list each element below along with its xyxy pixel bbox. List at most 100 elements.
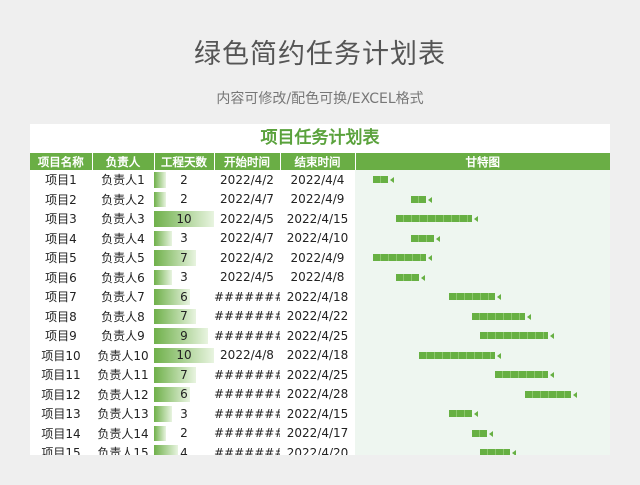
cell-start-date[interactable]: 2022/4/7 — [220, 231, 274, 246]
header-gantt[interactable]: 甘特图 — [355, 153, 610, 170]
cell-start-date[interactable]: 2022/4/2 — [220, 172, 274, 187]
gantt-bar-end-marker — [550, 372, 554, 378]
cell-gantt — [355, 326, 610, 346]
cell-start-date[interactable]: ######## — [214, 309, 280, 324]
cell-project-name[interactable]: 项目4 — [45, 231, 77, 246]
cell-start-date[interactable]: ######## — [214, 289, 280, 304]
cell-end-date[interactable]: 2022/4/15 — [286, 406, 349, 421]
cell-owner[interactable]: 负责人1 — [101, 173, 145, 188]
cell-start-date[interactable]: 2022/4/2 — [220, 250, 274, 265]
cell-end-date[interactable]: 2022/4/25 — [286, 328, 349, 343]
cell-project-name[interactable]: 项目5 — [45, 251, 77, 266]
header-owner[interactable]: 负责人 — [92, 153, 155, 170]
cell-owner[interactable]: 负责人11 — [97, 368, 149, 383]
cell-start-date[interactable]: 2022/4/5 — [220, 270, 274, 285]
cell-owner[interactable]: 负责人15 — [97, 446, 149, 455]
cell-owner[interactable]: 负责人10 — [97, 348, 149, 363]
cell-days[interactable]: 6 — [154, 385, 214, 405]
cell-days[interactable]: 7 — [154, 307, 214, 327]
cell-gantt — [355, 306, 610, 326]
gantt-bar-end-marker — [420, 274, 425, 281]
cell-days[interactable]: 2 — [154, 170, 214, 190]
cell-end-date[interactable]: 2022/4/18 — [286, 289, 349, 304]
cell-project-name[interactable]: 项目3 — [45, 212, 77, 227]
cell-end-date[interactable]: 2022/4/22 — [286, 309, 349, 324]
header-end-date[interactable]: 结束时间 — [280, 153, 356, 170]
cell-owner[interactable]: 负责人2 — [101, 192, 145, 207]
cell-project-name[interactable]: 项目1 — [45, 173, 77, 188]
gantt-bar-end-marker — [428, 255, 433, 261]
cell-project-name[interactable]: 项目7 — [45, 290, 77, 305]
cell-start-date[interactable]: ######## — [214, 445, 280, 455]
cell-start-date[interactable]: 2022/4/7 — [220, 192, 274, 207]
cell-end-date[interactable]: 2022/4/8 — [290, 270, 345, 285]
cell-project-name[interactable]: 项目11 — [41, 368, 81, 383]
cell-project-name[interactable]: 项目12 — [41, 387, 81, 402]
cell-project-name[interactable]: 项目15 — [41, 446, 81, 455]
days-databar — [154, 191, 166, 207]
cell-project-name[interactable]: 项目9 — [45, 329, 77, 344]
cell-days[interactable]: 3 — [154, 268, 214, 288]
cell-end-date[interactable]: 2022/4/28 — [286, 387, 349, 402]
cell-project-name[interactable]: 项目10 — [41, 348, 81, 363]
header-project-name[interactable]: 项目名称 — [30, 153, 93, 170]
cell-owner[interactable]: 负责人3 — [101, 212, 145, 227]
table-row: 项目4 负责人4 3 2022/4/7 2022/4/10 — [30, 228, 610, 249]
cell-owner[interactable]: 负责人5 — [101, 251, 145, 266]
cell-end-date[interactable]: 2022/4/18 — [286, 348, 349, 363]
cell-days[interactable]: 10 — [154, 346, 214, 366]
cell-gantt — [355, 443, 610, 455]
cell-start-date[interactable]: ######## — [214, 328, 280, 343]
cell-end-date[interactable]: 2022/4/20 — [286, 445, 349, 455]
cell-start-date[interactable]: 2022/4/8 — [220, 348, 274, 363]
gantt-bar-end-marker — [527, 313, 532, 320]
cell-owner[interactable]: 负责人6 — [101, 270, 145, 285]
cell-start-date[interactable]: ######## — [214, 426, 280, 441]
gantt-bar-end-marker — [496, 294, 501, 300]
cell-owner[interactable]: 负责人12 — [97, 387, 149, 402]
cell-owner[interactable]: 负责人7 — [101, 290, 145, 305]
cell-project-name[interactable]: 项目6 — [45, 270, 77, 285]
cell-project-name[interactable]: 项目2 — [45, 192, 77, 207]
cell-end-date[interactable]: 2022/4/15 — [286, 211, 349, 226]
cell-end-date[interactable]: 2022/4/9 — [290, 250, 345, 265]
cell-start-date[interactable]: 2022/4/5 — [220, 211, 274, 226]
days-databar — [154, 367, 196, 383]
cell-owner[interactable]: 负责人4 — [101, 231, 145, 246]
cell-start-date[interactable]: ######## — [214, 367, 280, 382]
cell-days[interactable]: 9 — [154, 326, 214, 346]
page-title: 绿色简约任务计划表 — [194, 39, 446, 70]
cell-days[interactable]: 6 — [154, 287, 214, 307]
cell-start-date[interactable]: ######## — [214, 406, 280, 421]
table-row: 项目5 负责人5 7 2022/4/2 2022/4/9 — [30, 248, 610, 268]
cell-end-date[interactable]: 2022/4/9 — [290, 192, 345, 207]
cell-days[interactable]: 10 — [154, 209, 214, 229]
days-databar — [154, 386, 190, 402]
cell-days[interactable]: 7 — [154, 365, 214, 385]
cell-owner[interactable]: 负责人13 — [97, 407, 149, 422]
cell-owner[interactable]: 负责人9 — [101, 329, 145, 344]
cell-end-date[interactable]: 2022/4/4 — [290, 172, 345, 187]
cell-days[interactable]: 3 — [154, 404, 214, 424]
cell-owner[interactable]: 负责人14 — [97, 426, 149, 441]
cell-start-date[interactable]: ######## — [214, 387, 280, 402]
cell-days[interactable]: 3 — [154, 229, 214, 249]
cell-days[interactable]: 2 — [154, 424, 214, 444]
cell-days[interactable]: 4 — [154, 443, 214, 455]
header-start-date[interactable]: 开始时间 — [214, 153, 281, 170]
cell-project-name[interactable]: 项目8 — [45, 309, 77, 324]
cell-gantt — [355, 365, 610, 385]
cell-owner[interactable]: 负责人8 — [101, 309, 145, 324]
gantt-bar — [411, 234, 434, 242]
cell-days[interactable]: 2 — [154, 190, 214, 210]
task-table-body: 项目1 负责人1 2 2022/4/2 2022/4/4 项目2 负责人2 2 2022/4/7… — [30, 170, 610, 455]
cell-project-name[interactable]: 项目13 — [41, 407, 81, 422]
cell-end-date[interactable]: 2022/4/17 — [286, 426, 349, 441]
cell-end-date[interactable]: 2022/4/25 — [286, 367, 349, 382]
cell-project-name[interactable]: 项目14 — [41, 426, 81, 441]
gantt-bar-end-marker — [550, 333, 554, 339]
gantt-bar-end-marker — [572, 391, 577, 398]
header-days[interactable]: 工程天数 — [154, 153, 215, 170]
cell-days[interactable]: 7 — [154, 248, 214, 268]
cell-end-date[interactable]: 2022/4/10 — [286, 231, 349, 246]
